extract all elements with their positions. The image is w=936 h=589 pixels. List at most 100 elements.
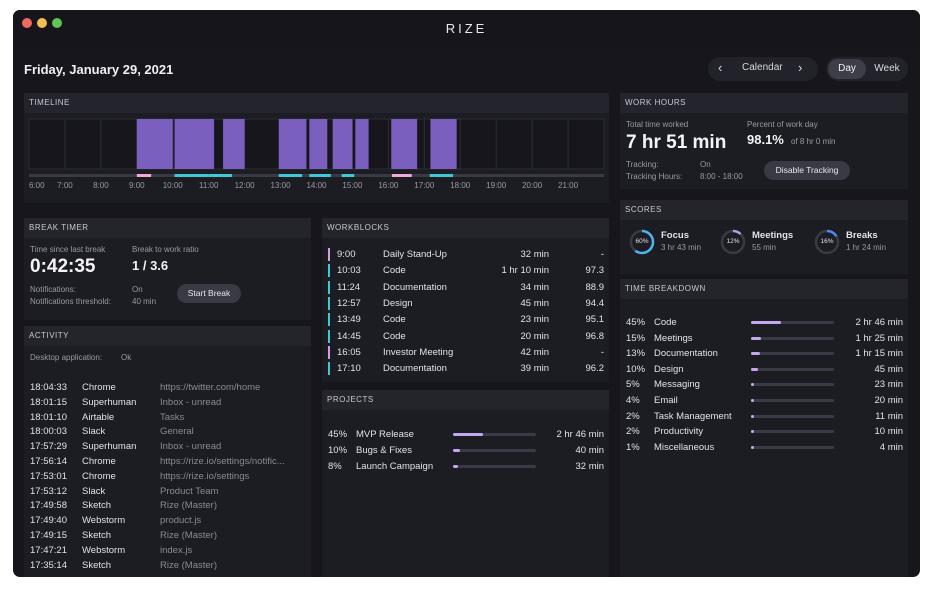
breakdown-percent: 2% <box>626 410 640 422</box>
score-item[interactable]: 12% Meetings 55 min <box>719 228 809 258</box>
workblock-name: Code <box>383 314 406 326</box>
activity-panel: ACTIVITY Desktop application: Ok 18:04:3… <box>24 326 311 577</box>
workblock-color-marker <box>328 345 330 359</box>
score-name: Breaks <box>846 230 878 241</box>
activity-row[interactable]: 17:49:40 Webstorm product.js <box>24 515 311 529</box>
workblock-duration: 39 min <box>520 363 549 375</box>
activity-row[interactable]: 17:49:15 Sketch Rize (Master) <box>24 530 311 544</box>
workblock-row[interactable]: 11:24 Documentation 34 min 88.9 <box>322 280 609 296</box>
activity-app: Slack <box>82 485 106 497</box>
activity-app: Webstorm <box>82 544 126 556</box>
timeline-hour-label: 14:00 <box>306 181 327 190</box>
activity-row[interactable]: 17:47:21 Webstorm index.js <box>24 545 311 559</box>
workblock-time: 9:00 <box>337 249 356 260</box>
timeline-block <box>430 119 457 169</box>
activity-app: Webstorm <box>82 515 126 527</box>
project-row[interactable]: 10% Bugs & Fixes 40 min <box>322 445 609 459</box>
activity-row[interactable]: 17:57:29 Superhuman Inbox - unread <box>24 441 311 455</box>
workblock-time: 10:03 <box>337 265 361 277</box>
breakdown-row[interactable]: 13% Documentation 1 hr 15 min <box>620 348 908 362</box>
activity-row[interactable]: 17:56:14 Chrome https://rize.io/settings/n… <box>24 456 311 470</box>
projects-panel: PROJECTS 45% MVP Release 2 hr 46 min 10% Bug… <box>322 390 609 577</box>
breakdown-percent: 10% <box>626 363 646 375</box>
activity-row[interactable]: 18:04:33 Chrome https://twitter.com/home <box>24 382 311 396</box>
score-percent: 16% <box>820 238 834 245</box>
notifications-label: Notifications: <box>30 285 76 294</box>
breakdown-row[interactable]: 10% Design 45 min <box>620 364 908 378</box>
breakdown-percent: 5% <box>626 379 640 391</box>
view-day-button[interactable]: Day <box>828 59 866 79</box>
activity-app: Sketch <box>82 559 112 571</box>
timeline-chart: 6:00 7:00 8:00 9:00 10:00 11:00 12:00 13:00 14:0… <box>28 118 605 190</box>
disable-tracking-button[interactable]: Disable Tracking <box>764 161 850 180</box>
minimize-window-button[interactable] <box>37 18 47 28</box>
activity-time: 17:47:21 <box>30 544 67 556</box>
activity-row[interactable]: 18:01:15 Superhuman Inbox - unread <box>24 397 311 411</box>
activity-row[interactable]: 17:35:14 Sketch Rize (Master) <box>24 560 311 574</box>
workblock-row[interactable]: 14:45 Code 20 min 96.8 <box>322 329 609 345</box>
activity-time: 17:56:14 <box>30 456 67 467</box>
breakdown-time: 23 min <box>874 379 903 391</box>
timeline-hour-label: 8:00 <box>93 181 109 190</box>
workblock-row[interactable]: 17:10 Documentation 39 min 96.2 <box>322 362 609 377</box>
activity-app: Chrome <box>82 382 116 393</box>
timeline-hour-label: 20:00 <box>522 181 543 190</box>
activity-detail: Inbox - unread <box>160 441 222 453</box>
score-name: Meetings <box>752 230 794 241</box>
workblock-row[interactable]: 16:05 Investor Meeting 42 min - <box>322 345 609 361</box>
activity-row[interactable]: 17:53:01 Chrome https://rize.io/settings <box>24 471 311 485</box>
workblock-row[interactable]: 10:03 Code 1 hr 10 min 97.3 <box>322 264 609 279</box>
total-time-label: Total time worked <box>626 120 689 129</box>
breakdown-name: Productivity <box>654 426 704 438</box>
percent-day-value: 98.1% <box>747 132 784 147</box>
workblock-row[interactable]: 9:00 Daily Stand-Up 32 min - <box>322 248 609 263</box>
breakdown-bar-fill <box>751 352 760 356</box>
calendar-button[interactable]: Calendar <box>742 62 783 73</box>
timeline-segment <box>208 174 233 177</box>
view-week-button[interactable]: Week <box>874 63 900 74</box>
chevron-left-icon[interactable]: ‹ <box>718 60 723 75</box>
score-item[interactable]: 60% Focus 3 hr 43 min <box>628 228 718 258</box>
workblock-time: 16:05 <box>337 346 361 358</box>
chevron-right-icon[interactable]: › <box>798 60 803 75</box>
project-row[interactable]: 45% MVP Release 2 hr 46 min <box>322 429 609 443</box>
activity-time: 17:53:01 <box>30 470 67 482</box>
activity-time: 17:57:29 <box>30 441 67 453</box>
work-hours-panel: WORK HOURS Total time worked 7 hr 51 min… <box>620 93 908 189</box>
breakdown-row[interactable]: 45% Code 2 hr 46 min <box>620 317 908 331</box>
workblock-color-marker <box>328 264 330 278</box>
workblock-row[interactable]: 13:49 Code 23 min 95.1 <box>322 313 609 328</box>
activity-row[interactable]: 17:49:58 Sketch Rize (Master) <box>24 500 311 514</box>
timeline-segment <box>341 174 355 177</box>
maximize-window-button[interactable] <box>52 18 62 28</box>
breakdown-row[interactable]: 2% Task Management 11 min <box>620 411 908 425</box>
workblock-name: Investor Meeting <box>383 346 454 358</box>
timeline-block <box>309 119 328 169</box>
breakdown-bar <box>751 414 834 418</box>
score-item[interactable]: 16% Breaks 1 hr 24 min <box>813 228 903 258</box>
activity-detail: General <box>160 426 194 438</box>
activity-row[interactable]: 18:00:03 Slack General <box>24 426 311 440</box>
project-percent: 10% <box>328 445 348 456</box>
activity-row[interactable]: 18:01:10 Airtable Tasks <box>24 412 311 426</box>
breakdown-row[interactable]: 5% Messaging 23 min <box>620 379 908 393</box>
score-ring <box>629 229 655 255</box>
breakdown-bar <box>751 399 834 402</box>
workblock-row[interactable]: 12:57 Design 45 min 94.4 <box>322 296 609 312</box>
time-since-break-value: 0:42:35 <box>30 256 96 277</box>
breakdown-row[interactable]: 4% Email 20 min <box>620 395 908 409</box>
breakdown-time: 1 hr 15 min <box>855 348 903 360</box>
workblock-time: 17:10 <box>337 363 361 375</box>
start-break-button[interactable]: Start Break <box>177 284 241 303</box>
breakdown-row[interactable]: 2% Productivity 10 min <box>620 426 908 440</box>
project-row[interactable]: 8% Launch Campaign 32 min <box>322 461 609 475</box>
breakdown-row[interactable]: 15% Meetings 1 hr 25 min <box>620 333 908 347</box>
breakdown-row[interactable]: 1% Miscellaneous 4 min <box>620 442 908 456</box>
score-ring-fill <box>814 229 840 255</box>
close-window-button[interactable] <box>22 18 32 28</box>
activity-detail: Rize (Master) <box>160 500 218 512</box>
activity-row[interactable]: 17:53:12 Slack Product Team <box>24 486 311 500</box>
activity-detail: Product Team <box>160 485 219 497</box>
workblock-time: 12:57 <box>337 297 361 309</box>
breakdown-time: 4 min <box>879 441 903 453</box>
